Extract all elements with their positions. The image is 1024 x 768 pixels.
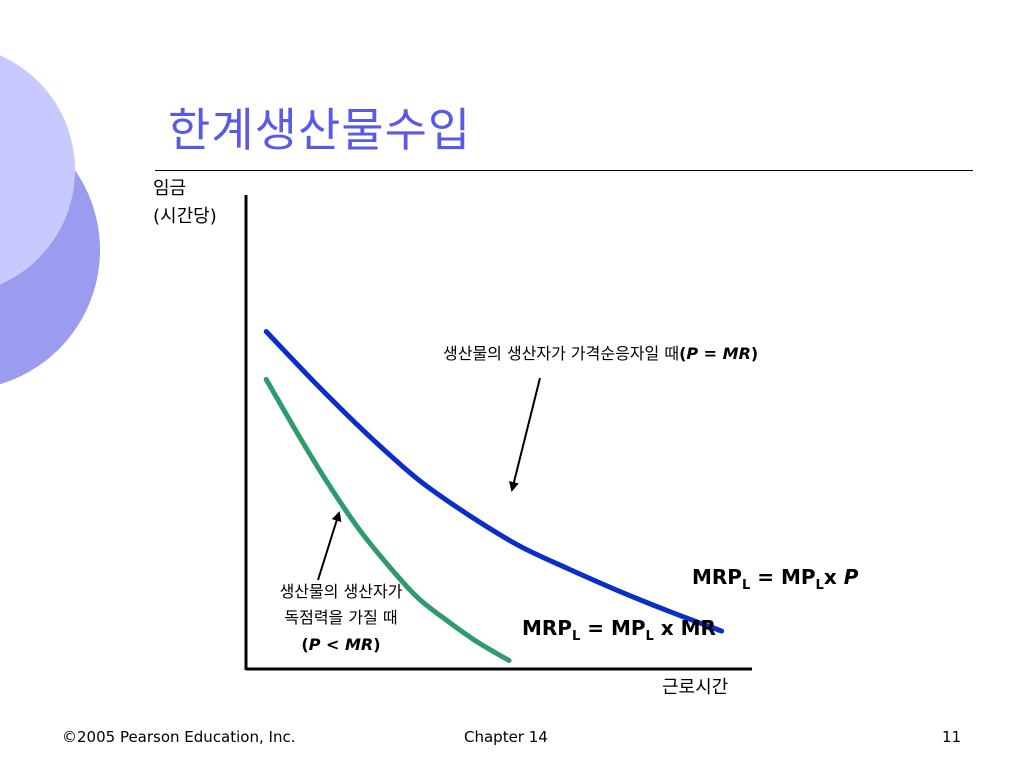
slide-title: 한계생산물수입 [168,103,472,157]
annotation-monopoly-line2: 독점력을 가질 때 [284,608,397,627]
series-line-price-taker [263,329,725,634]
series-label-price-taker: MRPL = MPLx P [692,565,859,593]
y-axis-label-line1: 임금 [153,178,186,199]
footer-chapter: Chapter 14 [464,728,548,746]
annotation-arrow-monopoly [317,511,342,581]
series-line-monopoly [263,376,512,663]
y-axis-label-line2: (시간당) [153,206,217,227]
annotation-monopoly-line1: 생산물의 생산자가 [280,582,403,601]
footer-page-number: 11 [942,728,962,746]
deco-circle-light [0,55,75,285]
annotation-monopoly-line3: (P < MR) [301,635,380,654]
annotation-price-taker: 생산물의 생산자가 가격순응자일 때(P = MR) [443,344,758,363]
annotation-arrow-price-taker [509,377,541,492]
x-axis-label: 근로시간 [662,677,728,698]
decorative-circles [0,55,100,385]
footer-copyright: ©2005 Pearson Education, Inc. [62,728,296,746]
title-divider [155,170,973,171]
series-label-monopoly: MRPL = MPL x MR [522,616,716,644]
